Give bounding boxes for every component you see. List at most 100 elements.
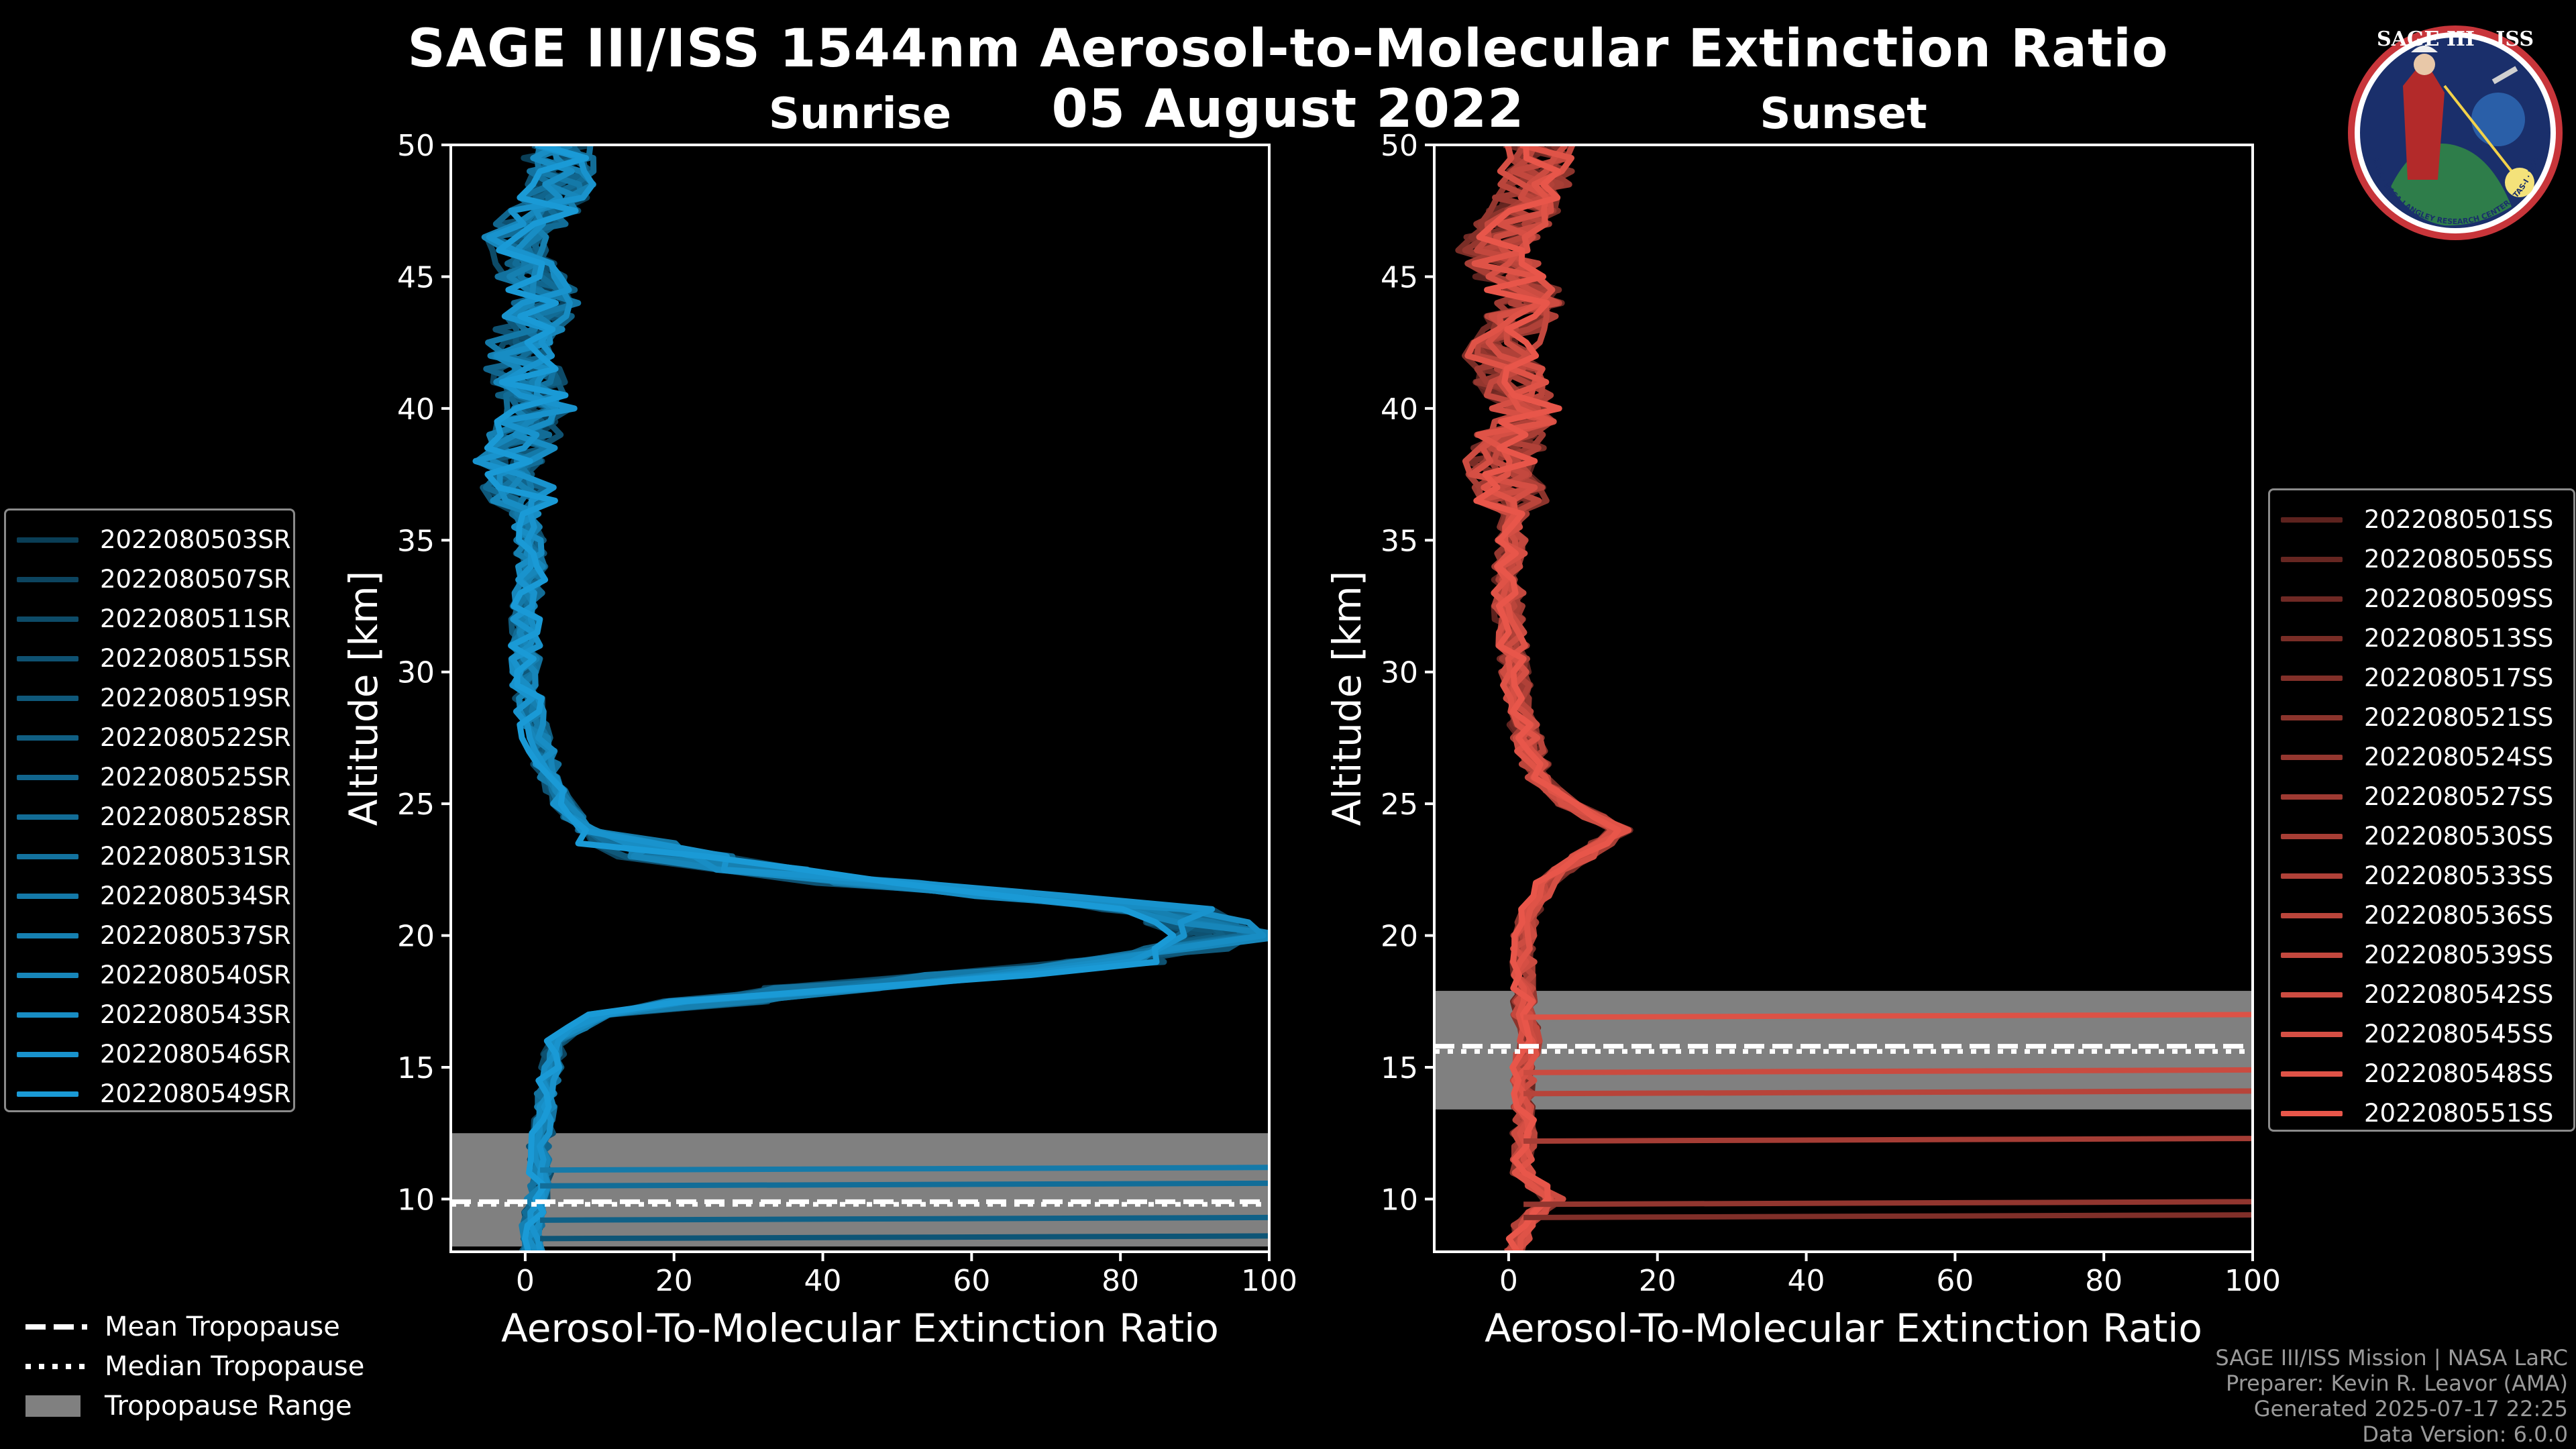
credit-line: Generated 2025-07-17 22:25	[2253, 1396, 2568, 1421]
x-tick-label: 20	[655, 1264, 693, 1298]
legend-item: 2022080539SS	[2281, 941, 2553, 969]
x-tick-label: 0	[516, 1264, 535, 1298]
legend-item: 2022080505SS	[2281, 545, 2553, 574]
dotted-line-icon	[25, 1364, 87, 1369]
y-tick-label: 20	[397, 920, 435, 954]
profile-spike	[1523, 1136, 2253, 1144]
legend-line-swatch	[2281, 556, 2343, 562]
legend-range-label: Tropopause Range	[105, 1391, 352, 1421]
chart-title-line2: 05 August 2022	[1051, 79, 1525, 140]
legend-item: 2022080501SS	[2281, 505, 2553, 534]
legend-line-swatch	[2281, 1031, 2343, 1037]
y-tick-label: 10	[1381, 1183, 1418, 1217]
legend-item: 2022080527SS	[2281, 782, 2553, 811]
legend-line-swatch	[2281, 794, 2343, 800]
sunrise-legend: 2022080503SR 2022080507SR 2022080511SR 2022…	[4, 508, 295, 1112]
legend-item: 2022080524SS	[2281, 743, 2553, 771]
legend-item: 2022080531SR	[17, 842, 291, 871]
legend-item: 2022080549SR	[17, 1079, 291, 1108]
profile-line-2022080551SS	[1473, 145, 1621, 1252]
legend-line-swatch	[2281, 754, 2343, 760]
y-tick-label: 50	[397, 129, 435, 163]
legend-line-swatch	[17, 576, 78, 582]
legend-line-swatch	[2281, 991, 2343, 998]
legend-item: 2022080542SS	[2281, 980, 2553, 1009]
profile-line-2022080548SS	[1464, 145, 1632, 1252]
legend-line-swatch	[17, 932, 78, 938]
sunset-axes-frame	[1433, 144, 2254, 1253]
legend-item: 2022080534SR	[17, 881, 291, 910]
legend-label: 2022080524SS	[2364, 743, 2554, 771]
y-tick-label: 40	[397, 392, 435, 427]
profile-line-2022080534SR	[485, 145, 1262, 1252]
profile-spike	[1523, 1088, 2253, 1097]
profile-line-2022080515SR	[492, 145, 1213, 1252]
profile-spike	[540, 1214, 1269, 1223]
legend-line-swatch	[17, 1051, 78, 1057]
profile-line-2022080537SR	[474, 145, 1269, 1252]
legend-item: 2022080530SS	[2281, 822, 2553, 851]
legend-line-swatch	[2281, 596, 2343, 602]
profile-spike	[540, 1233, 1269, 1242]
legend-item: 2022080540SR	[17, 961, 291, 989]
legend-line-swatch	[2281, 517, 2343, 523]
range-swatch-icon	[25, 1395, 80, 1417]
legend-label: 2022080540SR	[100, 961, 291, 989]
legend-label: 2022080525SR	[100, 763, 291, 792]
y-tick-label: 50	[1381, 129, 1418, 163]
legend-line-swatch	[2281, 1110, 2343, 1116]
legend-label: 2022080505SS	[2364, 545, 2554, 574]
legend-label: 2022080531SR	[100, 842, 291, 871]
sunset-plot-area	[1434, 145, 2253, 1252]
legend-label: 2022080537SR	[100, 921, 291, 950]
legend-line-swatch	[2281, 833, 2343, 839]
legend-item: 2022080507SR	[17, 565, 291, 594]
profile-line-2022080540SR	[481, 145, 1269, 1252]
legend-line-swatch	[2281, 675, 2343, 681]
legend-label: 2022080521SS	[2364, 703, 2554, 732]
y-axis-label: Altitude [km]	[1324, 571, 1370, 826]
legend-label: 2022080501SS	[2364, 505, 2554, 534]
profile-line-2022080503SR	[490, 145, 1210, 1252]
sunset-legend: 2022080501SS 2022080505SS 2022080509SS 2022…	[2268, 488, 2575, 1132]
legend-label: 2022080528SR	[100, 802, 291, 831]
tropopause-range-band	[451, 1133, 1269, 1247]
legend-line-swatch	[2281, 714, 2343, 720]
sunset-panel-title: Sunset	[1760, 89, 1927, 139]
legend-item: 2022080536SS	[2281, 901, 2553, 930]
legend-line-swatch	[17, 893, 78, 899]
legend-label: 2022080536SS	[2364, 901, 2554, 930]
legend-label: 2022080545SS	[2364, 1020, 2554, 1049]
y-tick-label: 15	[1381, 1051, 1418, 1085]
y-tick-label: 35	[397, 524, 435, 558]
legend-label: 2022080549SR	[100, 1079, 291, 1108]
x-tick-label: 100	[2224, 1264, 2281, 1298]
legend-item: 2022080517SS	[2281, 663, 2553, 692]
legend-line-swatch	[17, 695, 78, 701]
legend-line-swatch	[2281, 635, 2343, 641]
legend-label: 2022080542SS	[2364, 980, 2554, 1009]
sunrise-axes-frame	[449, 144, 1271, 1253]
profile-line-2022080511SR	[484, 145, 1242, 1252]
legend-line-swatch	[17, 853, 78, 859]
x-tick-label: 60	[1936, 1264, 1974, 1298]
legend-median-tropopause: Median Tropopause	[25, 1351, 364, 1382]
legend-line-swatch	[17, 1091, 78, 1097]
x-tick-label: 40	[1788, 1264, 1825, 1298]
y-tick-label: 10	[397, 1183, 435, 1217]
y-tick-label: 20	[1381, 920, 1418, 954]
profile-line-2022080546SR	[472, 145, 1216, 1252]
x-axis-label: Aerosol-To-Molecular Extinction Ratio	[1485, 1305, 2202, 1351]
legend-item: 2022080522SR	[17, 723, 291, 752]
legend-item: 2022080515SR	[17, 644, 291, 673]
profile-line-2022080522SR	[486, 145, 1226, 1252]
credit-line: Preparer: Kevin R. Leavor (AMA)	[2225, 1371, 2568, 1396]
legend-label: 2022080515SR	[100, 644, 291, 673]
profile-line-2022080519SR	[480, 145, 1253, 1252]
legend-label: 2022080530SS	[2364, 822, 2554, 851]
profile-line-2022080531SR	[494, 145, 1269, 1252]
y-tick-label: 25	[397, 788, 435, 822]
y-tick-label: 40	[1381, 392, 1418, 427]
profile-line-2022080507SR	[480, 145, 1261, 1252]
